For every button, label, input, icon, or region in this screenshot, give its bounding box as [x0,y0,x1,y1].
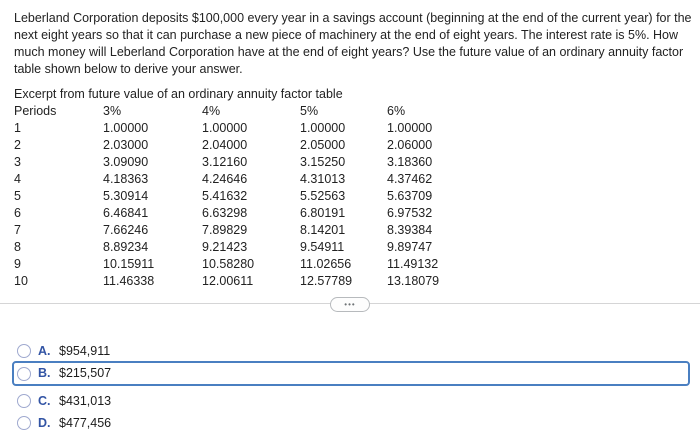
table-row: 1 1.00000 1.00000 1.00000 1.00000 [14,120,497,137]
option-a[interactable]: A. $954,911 [0,340,700,362]
cell-factor: 5.52563 [300,189,346,203]
cell-factor: 8.39384 [387,223,433,237]
table-row: 9 10.15911 10.58280 11.02656 11.49132 [14,256,497,273]
radio-button-d[interactable] [17,416,31,430]
cell-factor: 9.21423 [202,240,248,254]
cell-period: 4 [14,172,21,186]
cell-factor: 7.66246 [103,223,149,237]
table-header-row: Periods 3% 4% 5% 6% [14,103,497,120]
table-row: 2 2.03000 2.04000 2.05000 2.06000 [14,137,497,154]
cell-period: 7 [14,223,21,237]
content-divider: ••• [0,296,700,312]
cell-factor: 11.49132 [387,257,439,271]
cell-factor: 4.24646 [202,172,248,186]
option-d[interactable]: D. $477,456 [0,412,700,434]
cell-factor: 3.18360 [387,155,433,169]
cell-factor: 5.30914 [103,189,149,203]
cell-factor: 11.02656 [300,257,352,271]
cell-factor: 2.06000 [387,138,433,152]
cell-factor: 9.54911 [300,240,345,254]
option-a-value: $954,911 [59,343,111,358]
cell-period: 3 [14,155,21,169]
cell-factor: 4.31013 [300,172,346,186]
cell-factor: 1.00000 [387,121,433,135]
radio-button-a[interactable] [17,344,31,358]
cell-period: 8 [14,240,21,254]
cell-factor: 6.97532 [387,206,433,220]
col-header-periods: Periods [14,104,57,118]
cell-factor: 12.57789 [300,274,353,288]
cell-factor: 5.41632 [202,189,248,203]
cell-factor: 3.15250 [300,155,346,169]
cell-factor: 1.00000 [103,121,149,135]
cell-factor: 7.89829 [202,223,248,237]
ellipsis-icon: ••• [344,300,356,309]
table-row: 6 6.46841 6.63298 6.80191 6.97532 [14,205,497,222]
cell-factor: 4.18363 [103,172,149,186]
cell-period: 9 [14,257,21,271]
cell-period: 5 [14,189,21,203]
cell-factor: 10.58280 [202,257,255,271]
option-b-letter: B. [38,366,51,380]
cell-factor: 5.63709 [387,189,433,203]
cell-factor: 6.46841 [103,206,149,220]
cell-factor: 6.63298 [202,206,248,220]
table-row: 8 8.89234 9.21423 9.54911 9.89747 [14,239,497,256]
cell-factor: 13.18079 [387,274,440,288]
col-header-6pct: 6% [387,104,406,118]
col-header-3pct: 3% [103,104,122,118]
cell-factor: 3.09090 [103,155,149,169]
option-c-letter: C. [38,393,51,408]
cell-factor: 6.80191 [300,206,346,220]
cell-factor: 2.03000 [103,138,149,152]
cell-factor: 10.15911 [103,257,155,271]
answer-options: A. $954,911 B. $215,507 C. $431,013 D. $… [0,340,700,434]
expand-collapse-button[interactable]: ••• [330,297,370,312]
cell-factor: 3.12160 [202,155,248,169]
radio-button-c[interactable] [17,394,31,408]
table-row: 4 4.18363 4.24646 4.31013 4.37462 [14,171,497,188]
cell-period: 1 [14,121,21,135]
cell-factor: 2.04000 [202,138,248,152]
option-b-value: $215,507 [59,366,112,380]
option-d-value: $477,456 [59,415,112,430]
cell-factor: 8.89234 [103,240,149,254]
cell-period: 2 [14,138,21,152]
table-row: 10 11.46338 12.00611 12.57789 13.18079 [14,273,497,290]
option-c-value: $431,013 [59,393,112,408]
cell-factor: 9.89747 [387,240,433,254]
cell-factor: 1.00000 [300,121,346,135]
cell-period: 6 [14,206,21,220]
annuity-factor-table: Periods 3% 4% 5% 6% 1 1.00000 1.00000 1.… [14,103,497,290]
cell-factor: 8.14201 [300,223,346,237]
col-header-5pct: 5% [300,104,319,118]
radio-button-b[interactable] [17,366,31,381]
table-row: 5 5.30914 5.41632 5.52563 5.63709 [14,188,497,205]
table-caption: Excerpt from future value of an ordinary… [14,87,343,101]
cell-factor: 12.00611 [202,274,254,288]
cell-factor: 1.00000 [202,121,248,135]
cell-period: 10 [14,274,28,288]
table-row: 7 7.66246 7.89829 8.14201 8.39384 [14,222,497,239]
option-c[interactable]: C. $431,013 [0,390,700,412]
table-row: 3 3.09090 3.12160 3.15250 3.18360 [14,154,497,171]
col-header-4pct: 4% [202,104,221,118]
cell-factor: 11.46338 [103,274,155,288]
cell-factor: 4.37462 [387,172,433,186]
cell-factor: 2.05000 [300,138,346,152]
option-a-letter: A. [38,343,51,358]
question-text: Leberland Corporation deposits $100,000 … [14,11,692,76]
option-b[interactable]: B. $215,507 [12,361,690,386]
option-d-letter: D. [38,415,51,430]
